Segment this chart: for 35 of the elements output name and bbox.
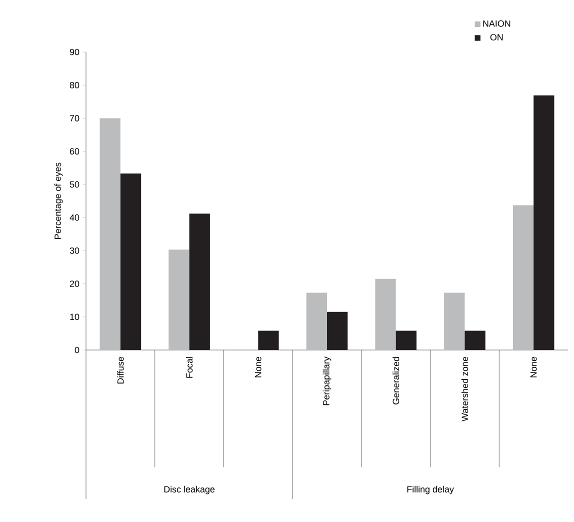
y-tick-label: 80 xyxy=(70,82,80,88)
bar xyxy=(327,312,348,350)
y-tick-label: 50 xyxy=(70,181,80,188)
y-tick-label: 60 xyxy=(70,148,80,155)
bar xyxy=(444,292,465,350)
bar xyxy=(258,330,279,350)
x-tick-label: Generalized xyxy=(392,357,400,404)
x-tick-label: None xyxy=(255,356,262,378)
y-tick-label: 90 xyxy=(70,48,80,56)
x-tick-label: Watershed zone xyxy=(461,356,468,422)
bar xyxy=(120,174,142,350)
y-axis-title: Percentage of eyes xyxy=(54,162,63,239)
x-tick-label: Diffuse xyxy=(117,356,124,384)
x-tick-label: Focal xyxy=(186,357,193,378)
bar xyxy=(168,250,190,350)
y-tick-label: 30 xyxy=(70,247,80,254)
legend-label: NAION xyxy=(483,20,510,27)
bar xyxy=(375,278,396,350)
bar xyxy=(512,205,534,350)
legend-label: ON xyxy=(490,34,503,40)
x-tick-label: None xyxy=(530,356,537,378)
y-tick-label: 0 xyxy=(74,346,80,354)
text: Filling delay xyxy=(407,486,454,494)
bar xyxy=(534,95,554,350)
bar xyxy=(306,292,327,350)
bar xyxy=(100,118,120,350)
bar xyxy=(189,214,210,350)
bar xyxy=(396,330,417,350)
x-tick-label: Peripapillary xyxy=(322,356,332,406)
text: Disc leakage xyxy=(164,486,215,494)
bar xyxy=(464,330,486,350)
y-tick-label: 40 xyxy=(70,214,80,221)
y-tick-label: 20 xyxy=(70,280,80,287)
y-tick-label: 10 xyxy=(70,314,80,320)
y-tick-label: 70 xyxy=(70,115,80,122)
